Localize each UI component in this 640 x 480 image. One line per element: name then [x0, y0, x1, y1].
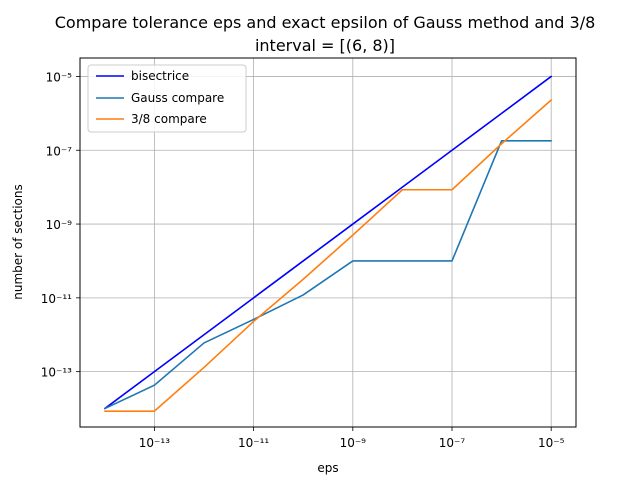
series-line-3-8-compare: [104, 99, 553, 412]
y-tick-label: 10⁻¹³: [41, 366, 72, 380]
series-line-bisectrice: [104, 75, 553, 410]
legend-label-3-8-compare: 3/8 compare: [131, 112, 207, 126]
x-axis-label: eps: [317, 461, 338, 475]
legend-label-bisectrice: bisectrice: [131, 69, 189, 83]
plot-frame: [79, 57, 577, 428]
ticks: 10⁻¹³ 10⁻¹¹ 10⁻⁹ 10⁻⁷ 10⁻⁵ 10⁻¹³ 10⁻¹¹ 10⁻⁹ 10⁻⁷…: [41, 70, 565, 450]
y-tick-label: 10⁻¹¹: [41, 292, 72, 306]
legend-label-gauss-compare: Gauss compare: [131, 91, 224, 105]
y-tick-label: 10⁻⁹: [46, 218, 73, 232]
legend: bisectrice Gauss compare 3/8 compare: [87, 64, 247, 133]
y-tick-label: 10⁻⁵: [46, 70, 73, 84]
x-tick-label: 10⁻¹¹: [238, 436, 269, 450]
y-axis-label: number of sections: [11, 184, 25, 300]
x-tick-label: 10⁻⁹: [340, 436, 367, 450]
x-tick-label: 10⁻⁷: [439, 436, 466, 450]
series-line-gauss-compare: [104, 140, 553, 410]
chart-title-line-1: Compare tolerance eps and exact epsilon …: [55, 13, 596, 32]
x-tick-label: 10⁻⁵: [538, 436, 565, 450]
chart-title-line-2: interval = [(6, 8)]: [255, 36, 395, 55]
legend-box: [87, 64, 247, 133]
series-lines: [104, 75, 553, 412]
grid: [80, 58, 576, 427]
x-tick-label: 10⁻¹³: [139, 436, 170, 450]
y-tick-label: 10⁻⁷: [46, 144, 73, 158]
